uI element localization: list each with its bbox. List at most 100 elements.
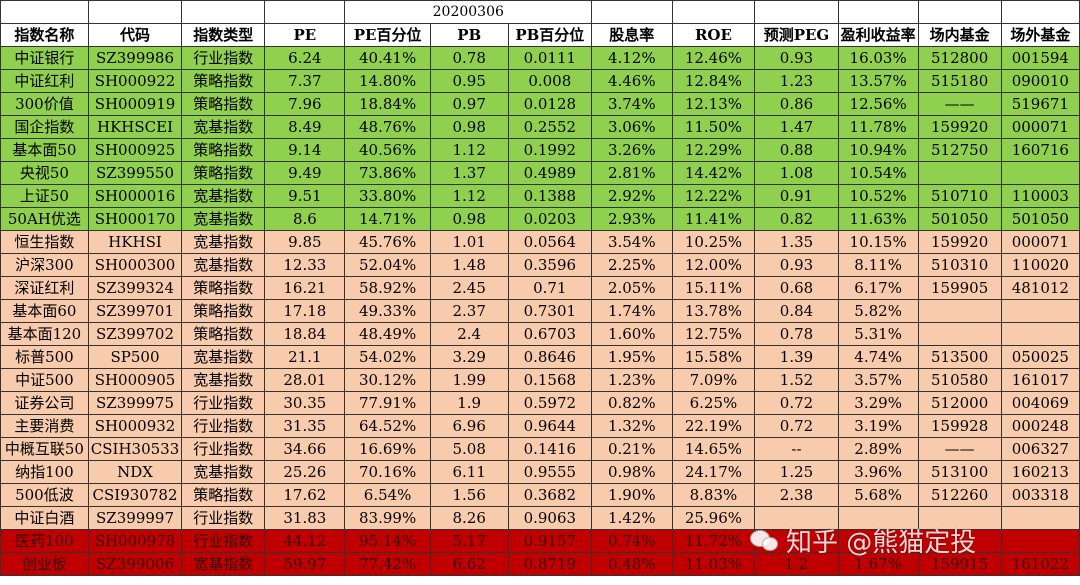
cell-dividend-yield: 3.74% — [591, 92, 673, 116]
cell-forecast-peg: 1.23 — [754, 69, 839, 93]
cell-index-name: 恒生指数 — [0, 230, 89, 254]
cell-forecast-peg: 0.91 — [754, 184, 839, 208]
table-row: 基本面50 SH000925 策略指数 9.14 40.56% 1.12 0.1992 3.2… — [0, 138, 1080, 162]
cell-pe-percentile: 48.76% — [344, 115, 431, 139]
cell-pb: 1.99 — [429, 368, 509, 392]
cell-index-name: 300价值 — [0, 92, 89, 116]
cell-otc-fund: 161022 — [1000, 552, 1080, 576]
cell-code: SH000919 — [87, 92, 183, 116]
cell-index-type: 宽基指数 — [181, 230, 266, 254]
cell-pb-percentile: 0.3596 — [507, 253, 593, 277]
cell-code: SP500 — [87, 345, 183, 369]
cell-roe: 25.96% — [671, 506, 756, 530]
cell-index-name: 中证银行 — [0, 46, 89, 70]
col-header-index-name: 指数名称 — [0, 23, 89, 47]
cell-pe-percentile: 77.42% — [344, 552, 431, 576]
blank-cell — [671, 0, 756, 24]
cell-pe-percentile: 40.41% — [344, 46, 431, 70]
cell-roe: 14.65% — [671, 437, 756, 461]
cell-pb-percentile: 0.1992 — [507, 138, 593, 162]
cell-pb: 6.62 — [429, 552, 509, 576]
cell-dividend-yield: 1.95% — [591, 345, 673, 369]
cell-roe: 12.22% — [671, 184, 756, 208]
cell-forecast-peg: 1.35 — [754, 230, 839, 254]
cell-pb-percentile: 0.0111 — [507, 46, 593, 70]
cell-code: SZ399997 — [87, 506, 183, 530]
cell-roe: 24.17% — [671, 460, 756, 484]
cell-pb-percentile: 0.1388 — [507, 184, 593, 208]
cell-index-name: 上证50 — [0, 184, 89, 208]
table-row: 深证红利 SZ399324 策略指数 16.21 58.92% 2.45 0.71 2.05%… — [0, 276, 1080, 300]
cell-pe: 31.83 — [264, 506, 346, 530]
cell-exchange-fund — [917, 506, 1002, 530]
cell-dividend-yield: 1.90% — [591, 483, 673, 507]
cell-otc-fund: 004069 — [1000, 391, 1080, 415]
cell-code: SH000016 — [87, 184, 183, 208]
cell-index-type: 行业指数 — [181, 414, 266, 438]
cell-pb-percentile: 0.1416 — [507, 437, 593, 461]
cell-exchange-fund: —— — [917, 92, 1002, 116]
cell-forecast-peg: 2.38 — [754, 483, 839, 507]
cell-code: SH000932 — [87, 414, 183, 438]
cell-code: SZ399702 — [87, 322, 183, 346]
table-row: 基本面60 SZ399701 策略指数 17.18 49.33% 2.37 0.7301 1.… — [0, 299, 1080, 323]
blank-cell — [1000, 0, 1080, 24]
cell-otc-fund: 110003 — [1000, 184, 1080, 208]
cell-otc-fund — [1000, 161, 1080, 185]
cell-forecast-peg: 1.52 — [754, 368, 839, 392]
cell-index-type: 宽基指数 — [181, 253, 266, 277]
cell-earnings-yield: 10.52% — [837, 184, 919, 208]
cell-pb: 3.29 — [429, 345, 509, 369]
cell-otc-fund: 160213 — [1000, 460, 1080, 484]
cell-pb: 0.98 — [429, 207, 509, 231]
table-row: 中证500 SH000905 宽基指数 28.01 30.12% 1.99 0.1568 1.… — [0, 368, 1080, 392]
cell-index-type: 宽基指数 — [181, 115, 266, 139]
cell-exchange-fund: 513500 — [917, 345, 1002, 369]
cell-code: SH000978 — [87, 529, 183, 553]
cell-pb-percentile: 0.2552 — [507, 115, 593, 139]
cell-forecast-peg: 0.72 — [754, 414, 839, 438]
table-row: 中证银行 SZ399986 行业指数 6.24 40.41% 0.78 0.0111 4.12… — [0, 46, 1080, 70]
cell-exchange-fund: 159920 — [917, 230, 1002, 254]
table-row: 医药100 SH000978 行业指数 44.12 95.14% 5.17 0.9157 0.… — [0, 529, 1080, 553]
table-row: 上证50 SH000016 宽基指数 9.51 33.80% 1.12 0.1388 2.92… — [0, 184, 1080, 208]
cell-index-name: 中证500 — [0, 368, 89, 392]
cell-code: SH000905 — [87, 368, 183, 392]
cell-index-name: 基本面120 — [0, 322, 89, 346]
cell-pb: 2.45 — [429, 276, 509, 300]
cell-pb-percentile: 0.1568 — [507, 368, 593, 392]
cell-pe-percentile: 77.91% — [344, 391, 431, 415]
cell-index-name: 标普500 — [0, 345, 89, 369]
table-row: 500低波 CSI930782 策略指数 17.62 6.54% 1.56 0.3682 1.… — [0, 483, 1080, 507]
cell-pe: 16.21 — [264, 276, 346, 300]
cell-pe-percentile: 95.14% — [344, 529, 431, 553]
cell-code: SZ399986 — [87, 46, 183, 70]
cell-otc-fund: 110020 — [1000, 253, 1080, 277]
cell-earnings-yield: 12.56% — [837, 92, 919, 116]
cell-pb: 0.78 — [429, 46, 509, 70]
cell-earnings-yield: 1.67% — [837, 552, 919, 576]
cell-forecast-peg — [754, 529, 839, 553]
cell-exchange-fund: 510580 — [917, 368, 1002, 392]
cell-exchange-fund: 159915 — [917, 552, 1002, 576]
cell-dividend-yield: 1.42% — [591, 506, 673, 530]
table-row: 国企指数 HKHSCEI 宽基指数 8.49 48.76% 0.98 0.2552 3.06%… — [0, 115, 1080, 139]
cell-roe: 12.75% — [671, 322, 756, 346]
cell-pb: 1.56 — [429, 483, 509, 507]
table-row: 中概互联50 CSIH30533 行业指数 34.66 16.69% 5.08 0.1416… — [0, 437, 1080, 461]
cell-forecast-peg — [754, 506, 839, 530]
cell-pe: 9.85 — [264, 230, 346, 254]
table-row: 50AH优选 SH000170 宽基指数 8.6 14.71% 0.98 0.0203 2.9… — [0, 207, 1080, 231]
cell-pe: 17.62 — [264, 483, 346, 507]
cell-dividend-yield: 1.32% — [591, 414, 673, 438]
cell-pe: 8.6 — [264, 207, 346, 231]
cell-pe-percentile: 33.80% — [344, 184, 431, 208]
cell-forecast-peg: 0.82 — [754, 207, 839, 231]
cell-pb-percentile: 0.6703 — [507, 322, 593, 346]
col-header-exchange-fund: 场内基金 — [917, 23, 1002, 47]
cell-pb: 8.26 — [429, 506, 509, 530]
cell-code: SH000300 — [87, 253, 183, 277]
cell-pb-percentile: 0.008 — [507, 69, 593, 93]
cell-code: SH000922 — [87, 69, 183, 93]
